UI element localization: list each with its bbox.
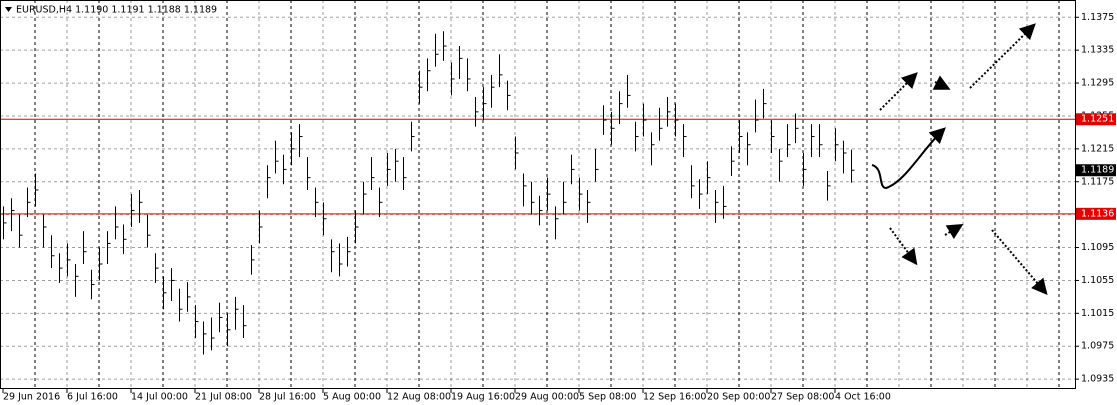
x-tick-label: 19 Aug 16:00 [451,392,515,403]
x-tick-label: 4 Oct 16:00 [835,392,891,403]
plot-border [0,0,1076,389]
y-tick-label: 1.0975 [1081,341,1114,352]
y-tick-label: 1.0935 [1081,374,1114,385]
y-tick-label: 1.1375 [1081,12,1114,23]
x-tick-label: 5 Aug 00:00 [323,392,381,403]
forecast-curve [871,127,946,190]
y-tick-label: 1.1095 [1081,242,1114,253]
bars [3,31,855,355]
forecast-arrow [889,227,918,266]
level-label: 1.1251 [1081,114,1114,125]
levels [0,118,1075,215]
price-label: 1.1189 [1081,165,1114,176]
x-tick-label: 29 Jun 2016 [3,392,60,403]
x-tick-label: 20 Sep 00:00 [707,392,770,403]
forecast-arrow [879,72,918,111]
forecast-drawings [871,23,1048,296]
level-label-bg [1076,207,1116,220]
x-tick-label: 5 Sep 08:00 [579,392,636,403]
axis: 1.09351.09751.10151.10551.10951.11351.11… [2,12,1116,403]
x-tick-label: 12 Sep 16:00 [643,392,706,403]
y-tick-label: 1.1335 [1081,45,1114,56]
price-label-bg [1076,164,1116,177]
forecast-arrow [944,223,964,240]
y-tick-label: 1.1015 [1081,308,1114,319]
x-tick-label: 21 Jul 08:00 [195,392,252,403]
x-tick-label: 27 Sep 08:00 [771,392,834,403]
y-tick-label: 1.1295 [1081,78,1114,89]
chart-title: EURUSD,H4 1.1190 1.1191 1.1188 1.1189 [16,5,217,16]
level-label: 1.1136 [1081,208,1114,219]
y-tick-label: 1.1175 [1081,176,1114,187]
forecast-arrow [991,229,1048,296]
x-tick-label: 28 Jul 16:00 [259,392,316,403]
x-tick-label: 14 Jul 00:00 [131,392,188,403]
forecast-arrow [969,23,1036,89]
level-label-bg [1076,113,1116,126]
y-tick-label: 1.1215 [1081,143,1114,154]
x-tick-label: 29 Aug 00:00 [515,392,579,403]
y-tick-label: 1.1055 [1081,275,1114,286]
x-tick-label: 6 Jul 16:00 [67,392,118,403]
x-tick-label: 12 Aug 08:00 [387,392,451,403]
symbol-menu[interactable] [5,7,12,12]
